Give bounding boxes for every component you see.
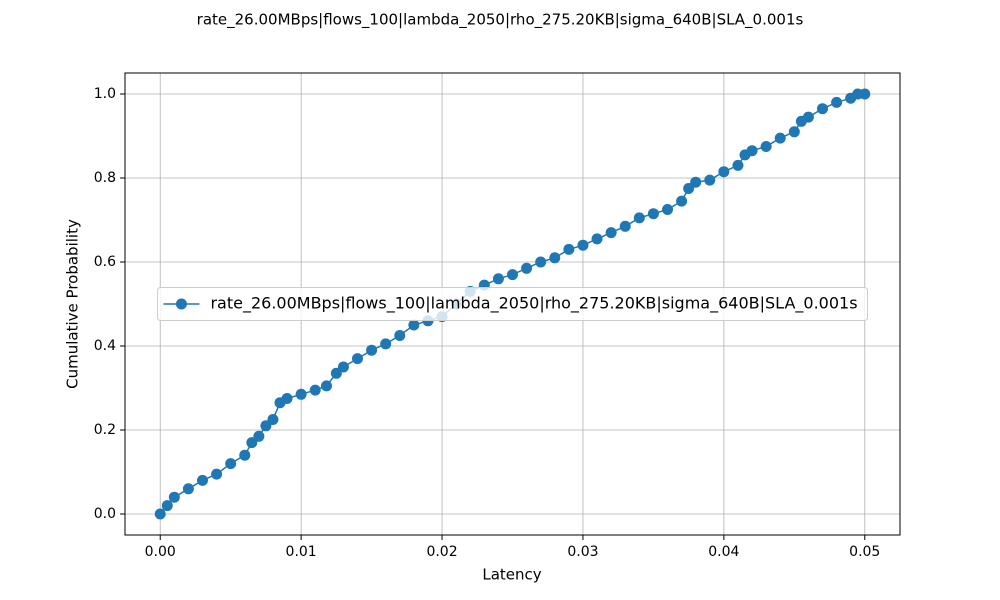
data-point bbox=[260, 420, 272, 432]
data-point bbox=[239, 449, 251, 461]
data-point bbox=[591, 233, 603, 245]
data-point bbox=[154, 508, 166, 520]
data-point bbox=[337, 361, 349, 373]
data-point bbox=[683, 183, 695, 194]
x-tick-label: 0.01 bbox=[286, 544, 317, 560]
data-point bbox=[676, 195, 688, 207]
legend-box bbox=[156, 287, 869, 321]
data-point bbox=[788, 126, 800, 138]
data-point bbox=[746, 145, 758, 157]
x-tick-label: 0.00 bbox=[145, 544, 176, 560]
data-point bbox=[394, 330, 406, 341]
x-tick-label: 0.02 bbox=[426, 544, 457, 560]
data-point bbox=[760, 141, 772, 152]
data-point bbox=[330, 367, 342, 379]
data-point bbox=[647, 208, 659, 220]
data-point bbox=[802, 111, 814, 123]
data-point bbox=[253, 430, 265, 442]
data-point bbox=[321, 380, 332, 392]
data-point bbox=[168, 491, 180, 503]
data-point bbox=[161, 500, 173, 512]
data-point bbox=[408, 319, 420, 331]
data-point bbox=[211, 468, 223, 480]
data-point bbox=[605, 227, 617, 239]
legend-label: rate_26.00MBps|flows_100|lambda_2050|rho… bbox=[210, 294, 857, 314]
data-point bbox=[521, 262, 533, 274]
data-point bbox=[281, 393, 293, 404]
y-axis-label: Cumulative Probability bbox=[64, 219, 82, 389]
data-point bbox=[774, 132, 786, 144]
data-point bbox=[662, 204, 673, 215]
x-tick-label: 0.04 bbox=[708, 544, 739, 560]
data-point bbox=[309, 384, 321, 396]
data-point bbox=[535, 256, 547, 268]
data-point bbox=[182, 483, 194, 495]
data-point bbox=[352, 353, 363, 365]
legend-marker bbox=[175, 298, 187, 310]
data-point bbox=[732, 159, 744, 171]
chart-title: rate_26.00MBps|flows_100|lambda_2050|rho… bbox=[197, 11, 804, 30]
x-axis-label: Latency bbox=[482, 566, 541, 584]
data-point bbox=[563, 243, 575, 255]
data-point bbox=[549, 252, 561, 264]
data-point bbox=[718, 166, 730, 178]
data-point bbox=[619, 220, 631, 232]
data-point bbox=[246, 437, 258, 449]
data-point bbox=[690, 176, 702, 188]
data-point bbox=[633, 212, 645, 224]
legend: rate_26.00MBps|flows_100|lambda_2050|rho… bbox=[156, 287, 869, 321]
y-tick-label: 0.2 bbox=[94, 422, 116, 438]
data-point bbox=[577, 239, 589, 251]
plot-frame bbox=[124, 72, 901, 536]
y-tick-label: 0.8 bbox=[94, 170, 116, 186]
data-point bbox=[831, 96, 843, 108]
y-tick-label: 0.6 bbox=[94, 254, 116, 270]
data-point bbox=[366, 344, 378, 356]
data-point bbox=[492, 273, 504, 285]
x-tick-label: 0.05 bbox=[849, 544, 880, 560]
data-point bbox=[225, 458, 237, 470]
data-point bbox=[507, 269, 518, 281]
data-point bbox=[267, 414, 279, 425]
y-tick-label: 1.0 bbox=[94, 86, 116, 102]
data-point bbox=[704, 174, 716, 186]
data-point bbox=[295, 388, 307, 400]
y-tick-label: 0.4 bbox=[94, 338, 116, 354]
data-point bbox=[380, 338, 392, 350]
data-point bbox=[859, 88, 871, 100]
data-point bbox=[817, 103, 828, 115]
x-tick-label: 0.03 bbox=[567, 544, 598, 560]
data-point bbox=[197, 474, 208, 486]
y-tick-label: 0.0 bbox=[94, 506, 116, 522]
